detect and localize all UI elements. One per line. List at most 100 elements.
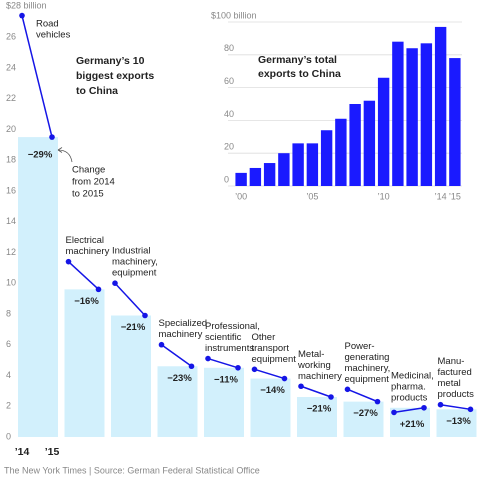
dot [158,341,165,348]
dot [142,312,148,319]
dot [298,383,304,390]
change-label: −29% [28,150,53,161]
dot [205,355,211,362]
y-tick-label: 60 [224,76,234,86]
chart-title: biggest exports [76,70,154,82]
category-label: machinery, [112,257,158,268]
change-label: −11% [214,374,239,385]
dot [374,398,381,405]
y-tick-label: 6 [6,339,11,349]
chart-title: Germany’s 10 [76,55,145,67]
change-line [393,407,425,414]
dot [437,401,444,408]
y-tick-label: 20 [224,142,234,152]
dot [251,366,258,373]
dot [19,12,25,19]
y-tick-label: 8 [6,308,11,318]
change-line [254,368,285,380]
bar [377,77,390,186]
dot [49,134,55,140]
bar [363,100,376,186]
annotation-arrow [57,149,73,163]
dot [467,406,474,413]
annotation: to 2015 [72,189,104,200]
annotation: from 2014 [72,177,115,188]
y-tick-label: 0 [6,431,11,441]
category-label: working [297,360,331,371]
change-line [347,388,378,403]
bar [278,153,290,186]
inset-title: Germany’s total [258,54,337,66]
dot [188,363,195,370]
category-label: machinery [66,246,110,257]
bar [392,41,404,187]
chart-title: to China [76,85,118,97]
dot [421,404,427,411]
dot [65,258,72,265]
category-label: machinery [298,371,342,382]
category-label: generating [345,352,390,363]
bar [249,167,262,186]
change-label: −21% [121,322,146,333]
bar [420,43,433,186]
bar [18,137,58,437]
category-label: Electrical [66,235,105,246]
category-label: Road [36,19,59,30]
category-label: transport [252,343,290,354]
y-tick-label: $28 billion [6,1,47,11]
change-line [21,15,53,138]
y-tick-label: $100 billion [211,10,257,20]
source: The New York Times | Source: German Fede… [4,465,260,475]
x-tick-label: ’15 [45,446,60,458]
y-tick-label: 24 [6,62,16,72]
bar [297,397,337,437]
arrow-head [57,147,63,153]
bar [292,143,304,186]
category-label: vehicles [36,30,71,41]
category-label: Metal- [298,349,324,360]
x-tick-label: ’00 [235,191,247,201]
change-line [114,282,146,317]
category-label: Power- [345,341,375,352]
category-label: Specialized [159,318,208,329]
dot [344,386,351,393]
category-label: Manu- [438,356,465,367]
bar [111,315,151,437]
category-label: Industrial [112,246,151,257]
category-label: scientific [205,332,242,343]
category-label: Other [252,332,276,343]
inset-title: exports to China [258,68,341,80]
dot [95,286,102,293]
category-label: factured [438,367,472,378]
bar [349,104,361,186]
y-tick-label: 26 [6,31,16,41]
category-label: equipment [252,354,297,365]
y-tick-label: 18 [6,155,16,165]
y-tick-label: 80 [224,43,234,53]
change-label: +21% [400,419,425,430]
x-tick-label: ’05 [306,191,318,201]
dot [391,409,397,416]
bar [306,143,319,186]
y-tick-label: 22 [6,93,16,103]
change-label: −16% [74,296,99,307]
dot [235,364,241,371]
bar [434,26,447,187]
y-tick-label: 40 [224,109,234,119]
bar [343,401,384,437]
category-label: products [438,389,475,400]
category-label: machinery, [345,363,391,374]
x-tick-label: ’10 [378,191,390,201]
y-tick-label: 16 [6,185,16,195]
category-label: products [391,392,428,403]
y-tick-label: 0 [224,174,229,184]
change-label: −23% [167,373,192,384]
change-line [161,344,192,367]
dot [328,394,334,400]
category-label: pharma. [391,381,426,392]
category-label: machinery [159,329,203,340]
change-label: −14% [260,385,285,396]
bar [235,172,247,186]
category-label: instruments [205,343,254,354]
